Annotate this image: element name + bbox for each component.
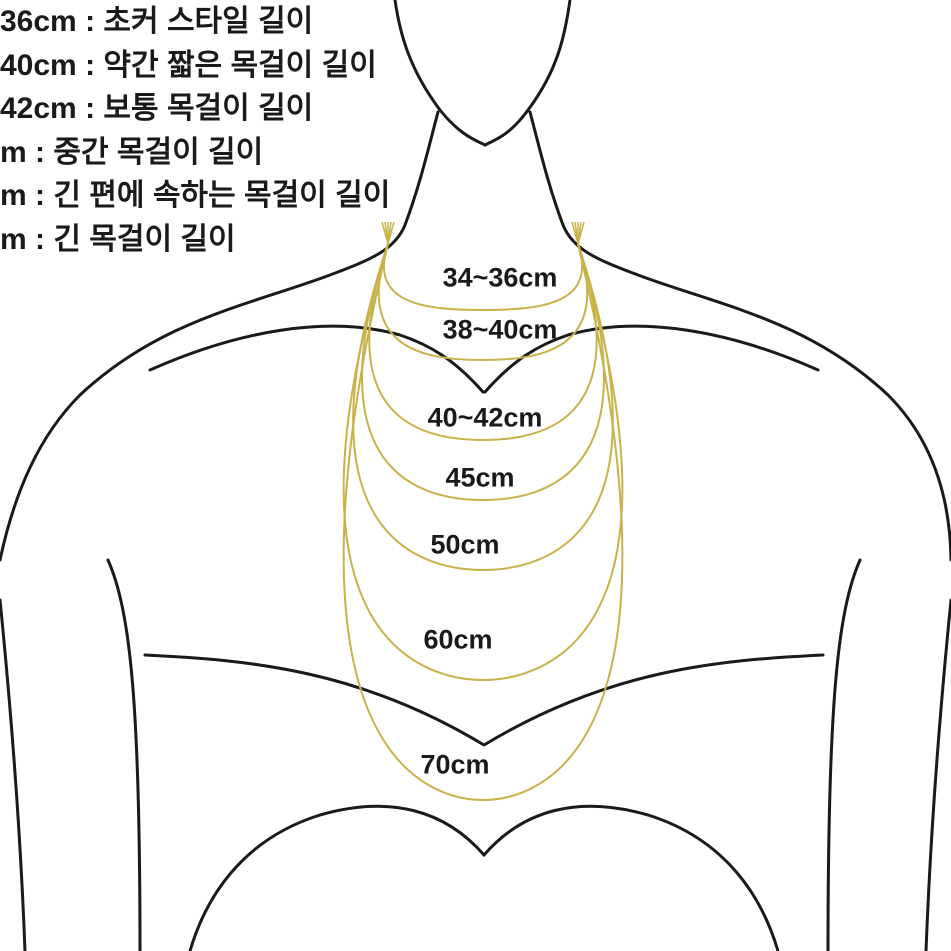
chain-length-label: 70cm	[420, 750, 489, 781]
necklace-chains	[344, 222, 623, 800]
chain-length-label: 38~40cm	[443, 315, 558, 346]
chain-length-label: 45cm	[445, 463, 514, 494]
chain-length-label: 60cm	[423, 625, 492, 656]
chain-length-label: 34~36cm	[443, 263, 558, 294]
chain-length-label: 40~42cm	[428, 403, 543, 434]
chain-length-label: 50cm	[430, 530, 499, 561]
